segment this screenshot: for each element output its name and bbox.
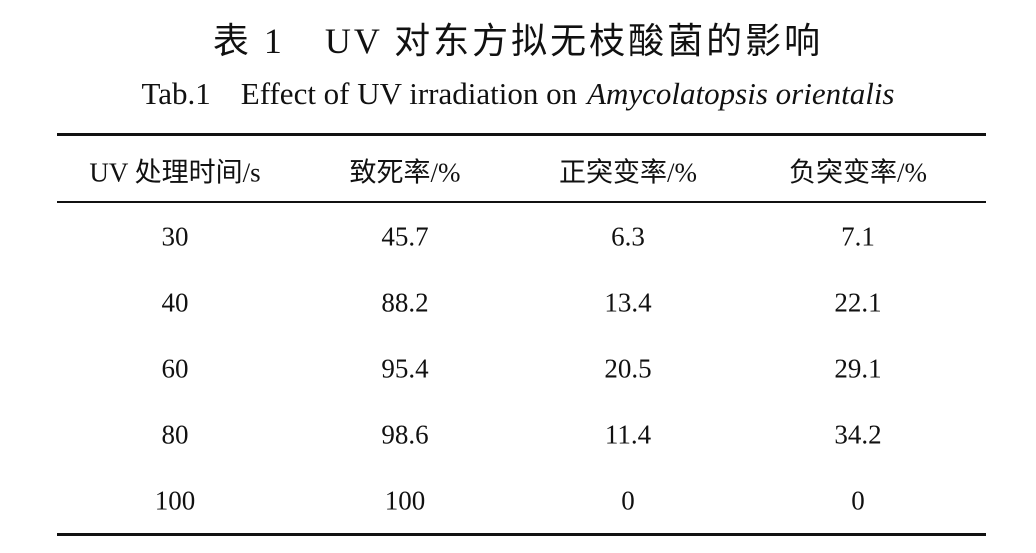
top-rule [57, 133, 986, 136]
table-title: 表 1 UV 对东方拟无枝酸菌的影响 [0, 12, 1036, 64]
table-subtitle: Tab.1 Effect of UV irradiation on Amycolat… [0, 76, 1036, 112]
header-cell: 致死率/% [349, 157, 461, 188]
bottom-rule [57, 533, 986, 536]
table-cell: 22.1 [834, 287, 882, 318]
table-cell: 100 [384, 485, 426, 516]
table-cell: 13.4 [604, 287, 652, 318]
title-label: 表 1 [212, 21, 285, 61]
title-text: UV 对东方拟无枝酸菌的影响 [324, 21, 824, 61]
table-cell: 11.4 [604, 419, 652, 450]
header-cell: 负突变率/% [789, 157, 927, 188]
subtitle-species: Amycolatopsis orientalis [587, 76, 895, 111]
header-rule [57, 201, 986, 203]
table-cell: 45.7 [381, 221, 429, 252]
table-cell: 0 [621, 485, 635, 516]
table-cell: 34.2 [834, 419, 882, 450]
table-cell: 20.5 [604, 353, 652, 384]
table-cell: 30 [161, 221, 189, 252]
table-cell: 60 [161, 353, 189, 384]
table-cell: 0 [851, 485, 865, 516]
table-cell: 29.1 [834, 353, 882, 384]
table-cell: 80 [161, 419, 189, 450]
table-cell: 100 [154, 485, 196, 516]
header-cell: UV 处理时间/s [89, 157, 261, 188]
table-cell: 40 [161, 287, 189, 318]
header-cell: 正突变率/% [559, 157, 697, 188]
table-cell: 88.2 [381, 287, 429, 318]
table-cell: 7.1 [841, 221, 875, 252]
table-cell: 98.6 [381, 419, 429, 450]
subtitle-text: Effect of UV irradiation on [240, 76, 578, 111]
subtitle-label: Tab.1 [141, 76, 211, 111]
table-cell: 6.3 [611, 221, 645, 252]
table-cell: 95.4 [381, 353, 429, 384]
